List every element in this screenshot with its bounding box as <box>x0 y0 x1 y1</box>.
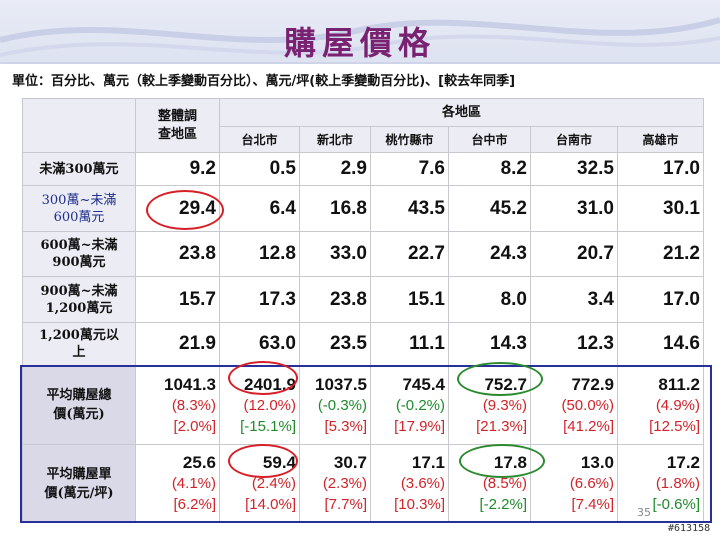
cell-value: 17.0 <box>617 152 704 186</box>
cell-value: 43.5 <box>370 185 449 232</box>
overall-header: 整體調 查地區 <box>135 98 220 153</box>
price-table: 整體調 查地區 各地區 台北市 新北市 桃竹縣市 台中市 台南市 高雄市 未滿30… <box>22 98 704 523</box>
cell-group: 30.7 (2.3%) [7.7%] <box>299 444 371 523</box>
row-label: 600萬~未滿 900萬元 <box>22 231 136 277</box>
table-row-avg-total: 平均購屋總 價(萬元) 1041.3 (8.3%) [2.0%] 2401.9 (12.… <box>22 365 704 445</box>
cell-value: 8.0 <box>448 276 531 323</box>
cell-value: 63.0 <box>219 322 300 366</box>
cell-value: 15.1 <box>370 276 449 323</box>
city-header: 高雄市 <box>617 126 704 153</box>
cell-group: 752.7 (9.3%) [21.3%] <box>448 365 531 445</box>
cell-value: 17.3 <box>219 276 300 323</box>
cell-value: 22.7 <box>370 231 449 277</box>
cell-group: 772.9 (50.0%) [41.2%] <box>530 365 618 445</box>
cell-group: 811.2 (4.9%) [12.5%] <box>617 365 704 445</box>
cell-value: 8.2 <box>448 152 531 186</box>
cell-value: 14.3 <box>448 322 531 366</box>
row-label: 300萬~未滿 600萬元 <box>22 185 136 232</box>
table-row: 1,200萬元以上 21.9 63.0 23.5 11.1 14.3 12.3 … <box>22 322 704 366</box>
cell-value: 23.8 <box>135 231 220 277</box>
cell-group: 17.2 (1.8%) [-0.6%] <box>617 444 704 523</box>
row-label: 900萬~未滿 1,200萬元 <box>22 276 136 323</box>
regions-header: 各地區 <box>219 98 704 127</box>
table-row: 900萬~未滿 1,200萬元 15.7 17.3 23.8 15.1 8.0 3… <box>22 276 704 323</box>
header-wave-decoration <box>0 17 720 64</box>
cell-value: 32.5 <box>530 152 618 186</box>
cell-value: 12.8 <box>219 231 300 277</box>
cell-value: 3.4 <box>530 276 618 323</box>
cell-group: 2401.9 (12.0%) [-15.1%] <box>219 365 300 445</box>
watermark: #613158 <box>668 523 711 534</box>
city-header: 桃竹縣市 <box>370 126 449 153</box>
corner-cell <box>22 98 136 153</box>
table-row-avg-unit: 平均購屋單 價(萬元/坪) 25.6 (4.1%) [6.2%] 59.4 (2.4%)… <box>22 444 704 523</box>
cell-value: 2.9 <box>299 152 371 186</box>
cell-value: 15.7 <box>135 276 220 323</box>
cell-value: 31.0 <box>530 185 618 232</box>
cell-value: 29.4 <box>135 185 220 232</box>
table-row: 600萬~未滿 900萬元 23.8 12.8 33.0 22.7 24.3 20… <box>22 231 704 277</box>
cell-value: 30.1 <box>617 185 704 232</box>
table-row: 未滿300萬元 9.2 0.5 2.9 7.6 8.2 32.5 17.0 <box>22 152 704 186</box>
cell-value: 6.4 <box>219 185 300 232</box>
city-header: 台中市 <box>448 126 531 153</box>
cell-group: 25.6 (4.1%) [6.2%] <box>135 444 220 523</box>
cell-value: 0.5 <box>219 152 300 186</box>
row-label: 未滿300萬元 <box>22 152 136 186</box>
cell-value: 12.3 <box>530 322 618 366</box>
cell-value: 23.5 <box>299 322 371 366</box>
cell-value: 21.9 <box>135 322 220 366</box>
cell-group: 59.4 (2.4%) [14.0%] <box>219 444 300 523</box>
cell-value: 14.6 <box>617 322 704 366</box>
cell-value: 11.1 <box>370 322 449 366</box>
page-title: 購屋價格 <box>283 24 436 62</box>
cell-value: 33.0 <box>299 231 371 277</box>
city-header: 新北市 <box>299 126 371 153</box>
cell-value: 17.0 <box>617 276 704 323</box>
city-header: 台北市 <box>219 126 300 153</box>
cell-group: 17.8 (8.5%) [-2.2%] <box>448 444 531 523</box>
row-label: 1,200萬元以上 <box>22 322 136 366</box>
row-label: 平均購屋單 價(萬元/坪) <box>22 444 136 523</box>
cell-group: 13.0 (6.6%) [7.4%] <box>530 444 618 523</box>
cell-value: 16.8 <box>299 185 371 232</box>
cell-value: 7.6 <box>370 152 449 186</box>
city-header: 台南市 <box>530 126 618 153</box>
cell-value: 20.7 <box>530 231 618 277</box>
cell-group: 17.1 (3.6%) [10.3%] <box>370 444 449 523</box>
table-row: 300萬~未滿 600萬元 29.4 6.4 16.8 43.5 45.2 31.… <box>22 185 704 232</box>
cell-value: 21.2 <box>617 231 704 277</box>
cell-value: 45.2 <box>448 185 531 232</box>
cell-group: 1037.5 (-0.3%) [5.3%] <box>299 365 371 445</box>
cell-group: 1041.3 (8.3%) [2.0%] <box>135 365 220 445</box>
cell-group: 745.4 (-0.2%) [17.9%] <box>370 365 449 445</box>
cell-value: 24.3 <box>448 231 531 277</box>
cell-value: 9.2 <box>135 152 220 186</box>
row-label: 平均購屋總 價(萬元) <box>22 365 136 445</box>
page-number: 35 <box>637 506 651 519</box>
slide-header: 購屋價格 <box>0 0 720 64</box>
unit-note: 單位：百分比、萬元（較上季變動百分比）、萬元/坪(較上季變動百分比)、[較去年同… <box>12 74 516 89</box>
cell-value: 23.8 <box>299 276 371 323</box>
